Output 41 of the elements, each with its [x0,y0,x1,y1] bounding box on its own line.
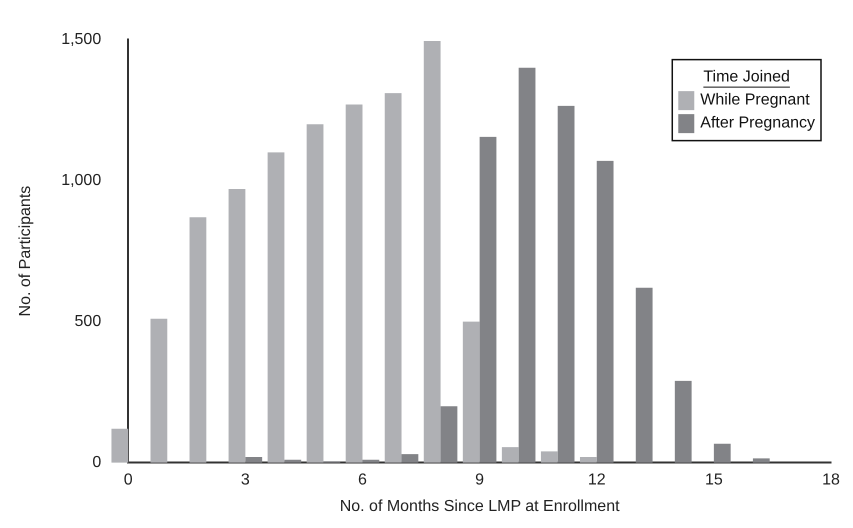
x-tick-label: 3 [240,472,250,489]
bar [384,93,402,463]
bar [674,380,692,463]
bar [424,41,441,463]
legend-label: After Pregnancy [700,114,816,132]
y-tick-label: 0 [92,454,102,472]
bar [440,406,458,463]
bar [228,189,246,463]
x-tick-label: 0 [124,472,133,489]
bar [268,152,284,463]
y-tick-label: 1,500 [61,31,102,48]
x-tick-label: 18 [822,472,840,489]
legend-label: While Pregnant [700,92,810,109]
bar [190,217,206,463]
bar [150,318,168,463]
bar [306,124,324,463]
x-tick-label: 12 [588,472,606,489]
y-tick-label: 1,000 [61,172,102,190]
legend-title: Time Joined [703,68,790,86]
bar [245,456,262,463]
bar [596,160,614,463]
bar [518,68,536,463]
x-tick-label: 6 [358,472,368,489]
bar [111,428,128,463]
bar [752,458,770,463]
bar [346,104,362,463]
x-tick-label: 9 [475,472,484,489]
x-axis-title: No. of Months Since LMP at Enrollment [340,498,620,515]
y-tick-label: 500 [74,313,102,330]
bar [462,322,480,463]
bar [558,106,574,463]
bar [480,136,496,463]
y-axis-title: No. of Participants [17,186,34,316]
bar [580,456,597,463]
bar [402,454,418,463]
bar [502,447,519,463]
x-tick-label: 15 [704,472,723,489]
bar [714,444,731,463]
bar [636,288,653,463]
bar [540,451,558,463]
bar [362,460,380,463]
